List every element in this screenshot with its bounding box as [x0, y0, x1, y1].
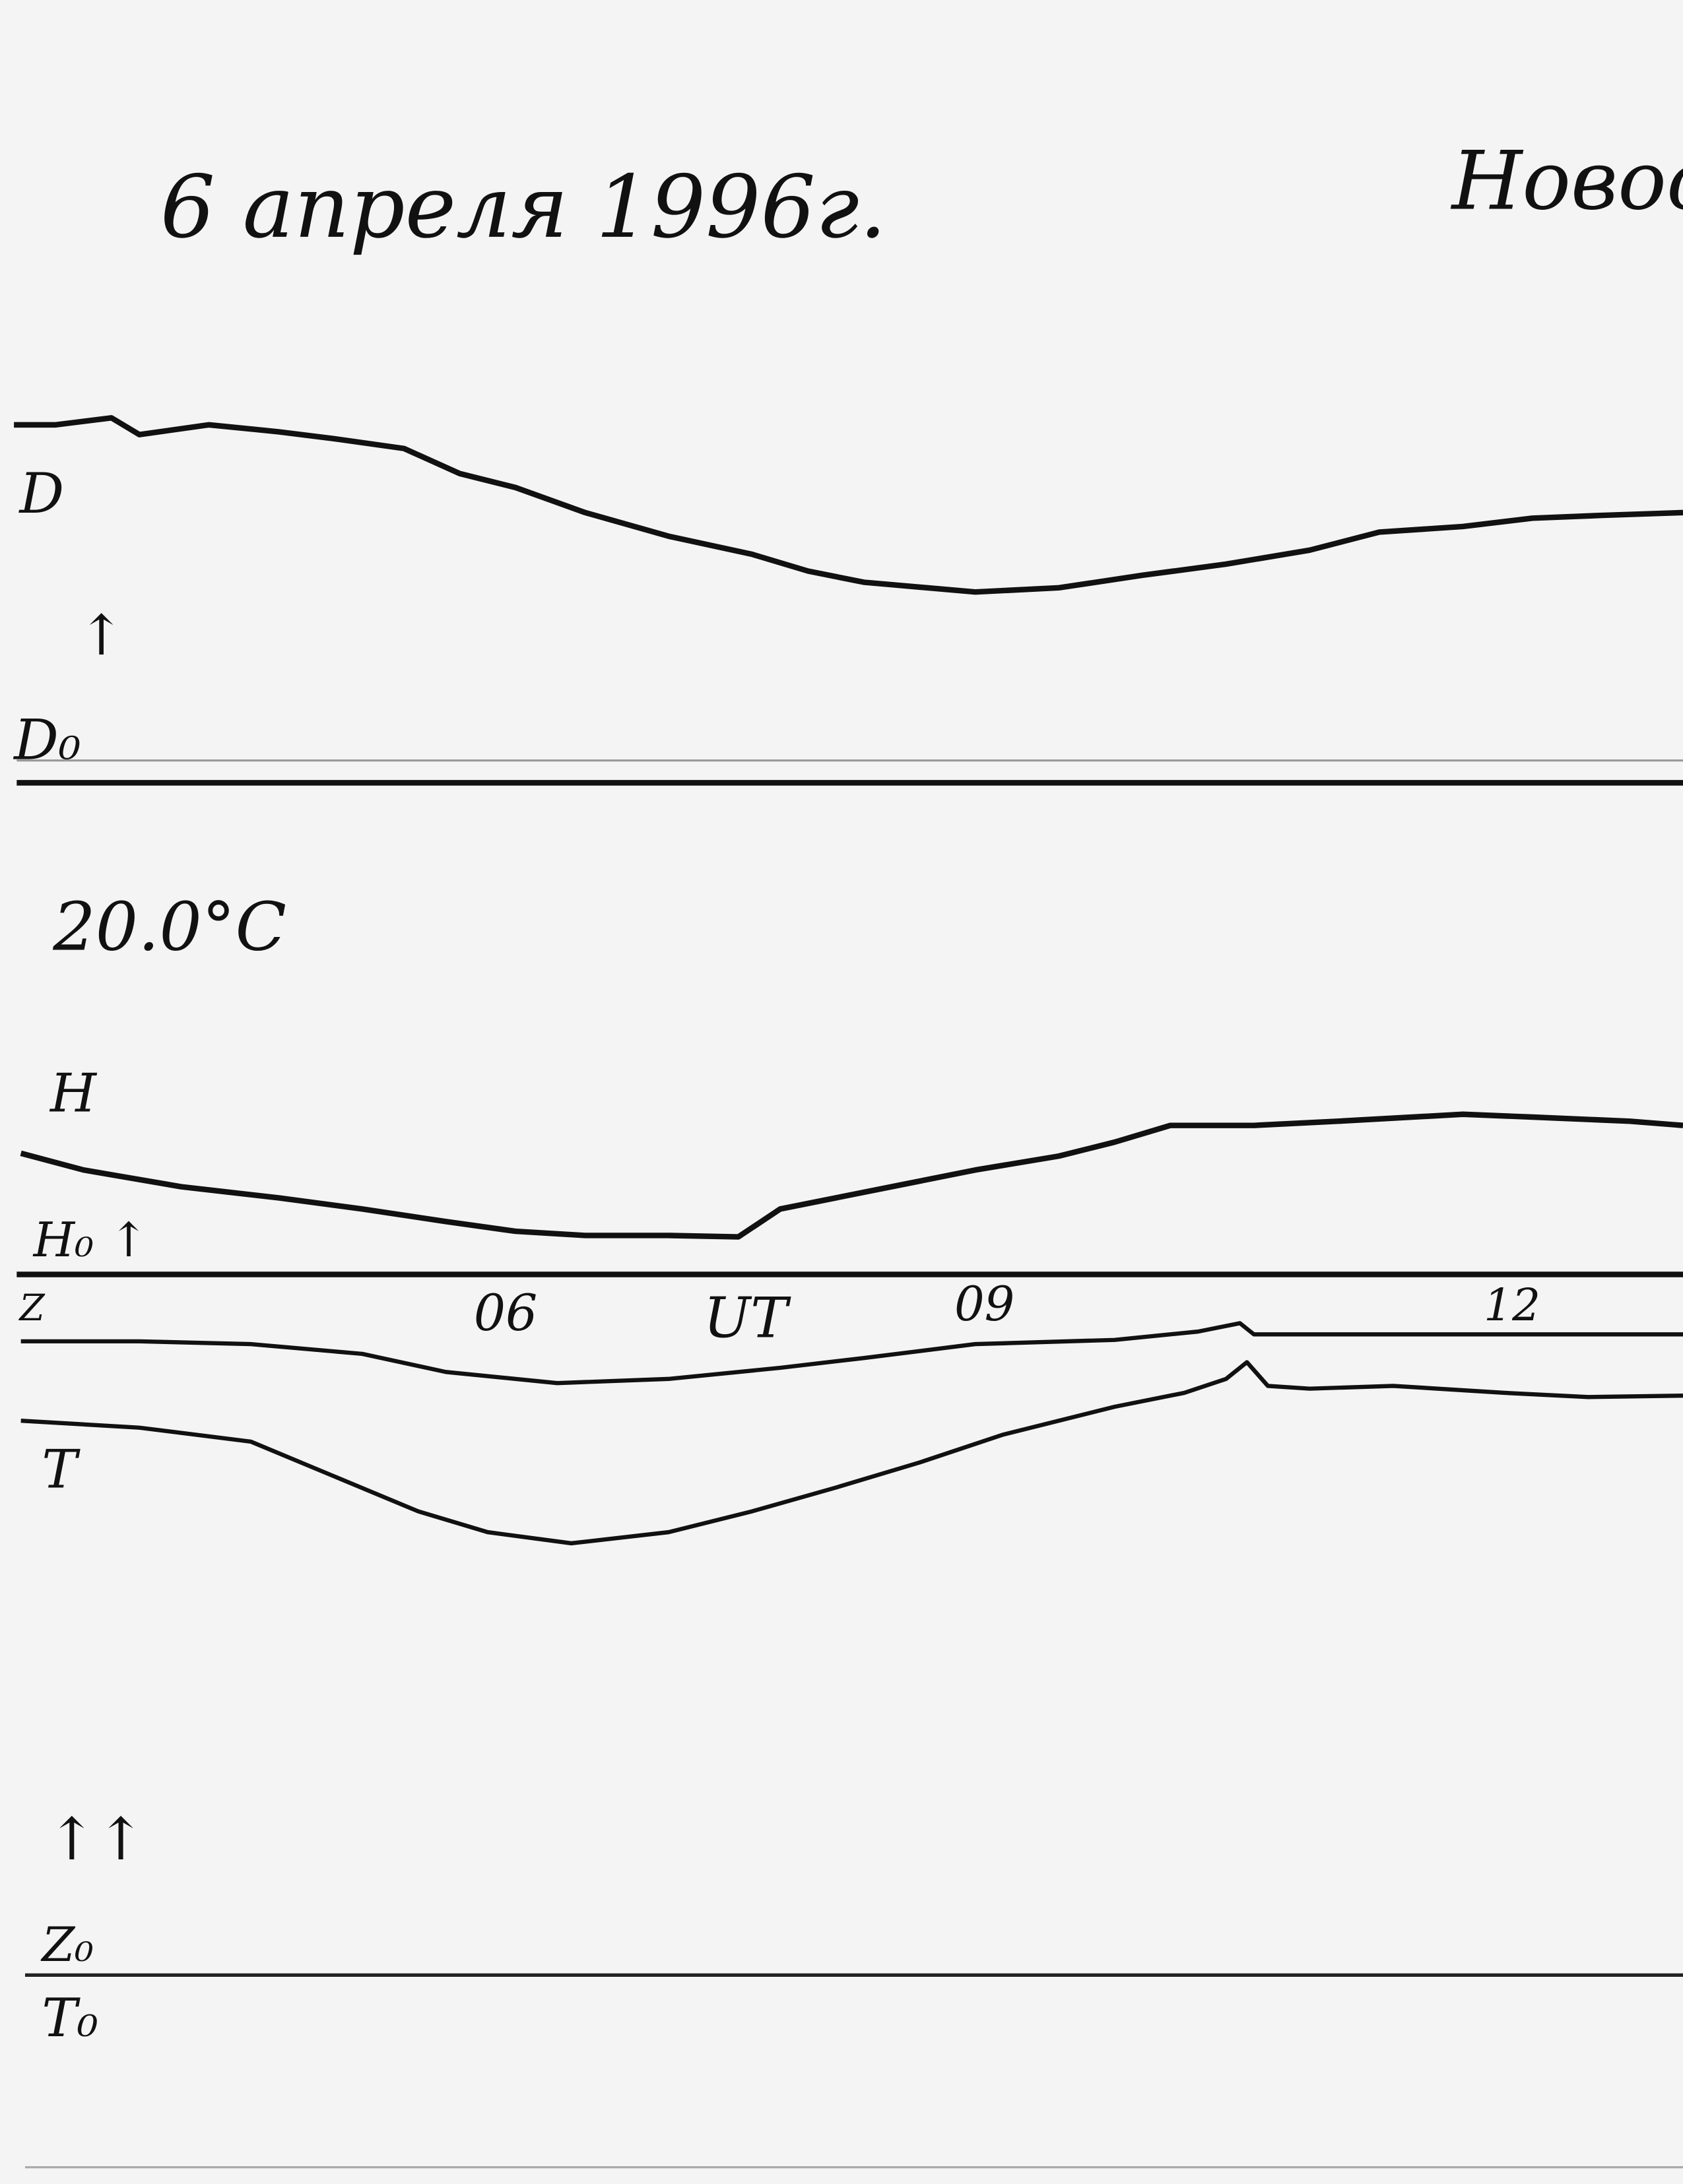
z-baseline-label: Z₀ [40, 1917, 94, 1972]
temperature: 20.0°C [52, 888, 286, 966]
d-trace [14, 415, 1683, 595]
time-tick: 09 [954, 1276, 1014, 1332]
z-trace [20, 1321, 1683, 1386]
time-unit: UT [704, 1286, 791, 1351]
t-trace [20, 1360, 1683, 1546]
z-label: Z [18, 1287, 46, 1329]
station-name: Новос [1451, 134, 1683, 228]
d-label: D [18, 461, 65, 526]
date-title: 6 апреля 1996г. [160, 157, 887, 257]
h-trace [20, 1111, 1683, 1240]
d-baseline-label: D₀ [13, 707, 81, 772]
z-arrows: ↑↑ [48, 1805, 146, 1873]
d-arrow: ↑ [78, 603, 125, 668]
time-tick: 12 [1484, 1279, 1540, 1331]
h-baseline-label: H₀ ↑ [32, 1212, 148, 1268]
h-label: H [49, 1063, 98, 1124]
time-tick: 06 [474, 1283, 538, 1342]
t-baseline-label: T₀ [42, 1987, 98, 2049]
t-label: T [42, 1439, 81, 1500]
